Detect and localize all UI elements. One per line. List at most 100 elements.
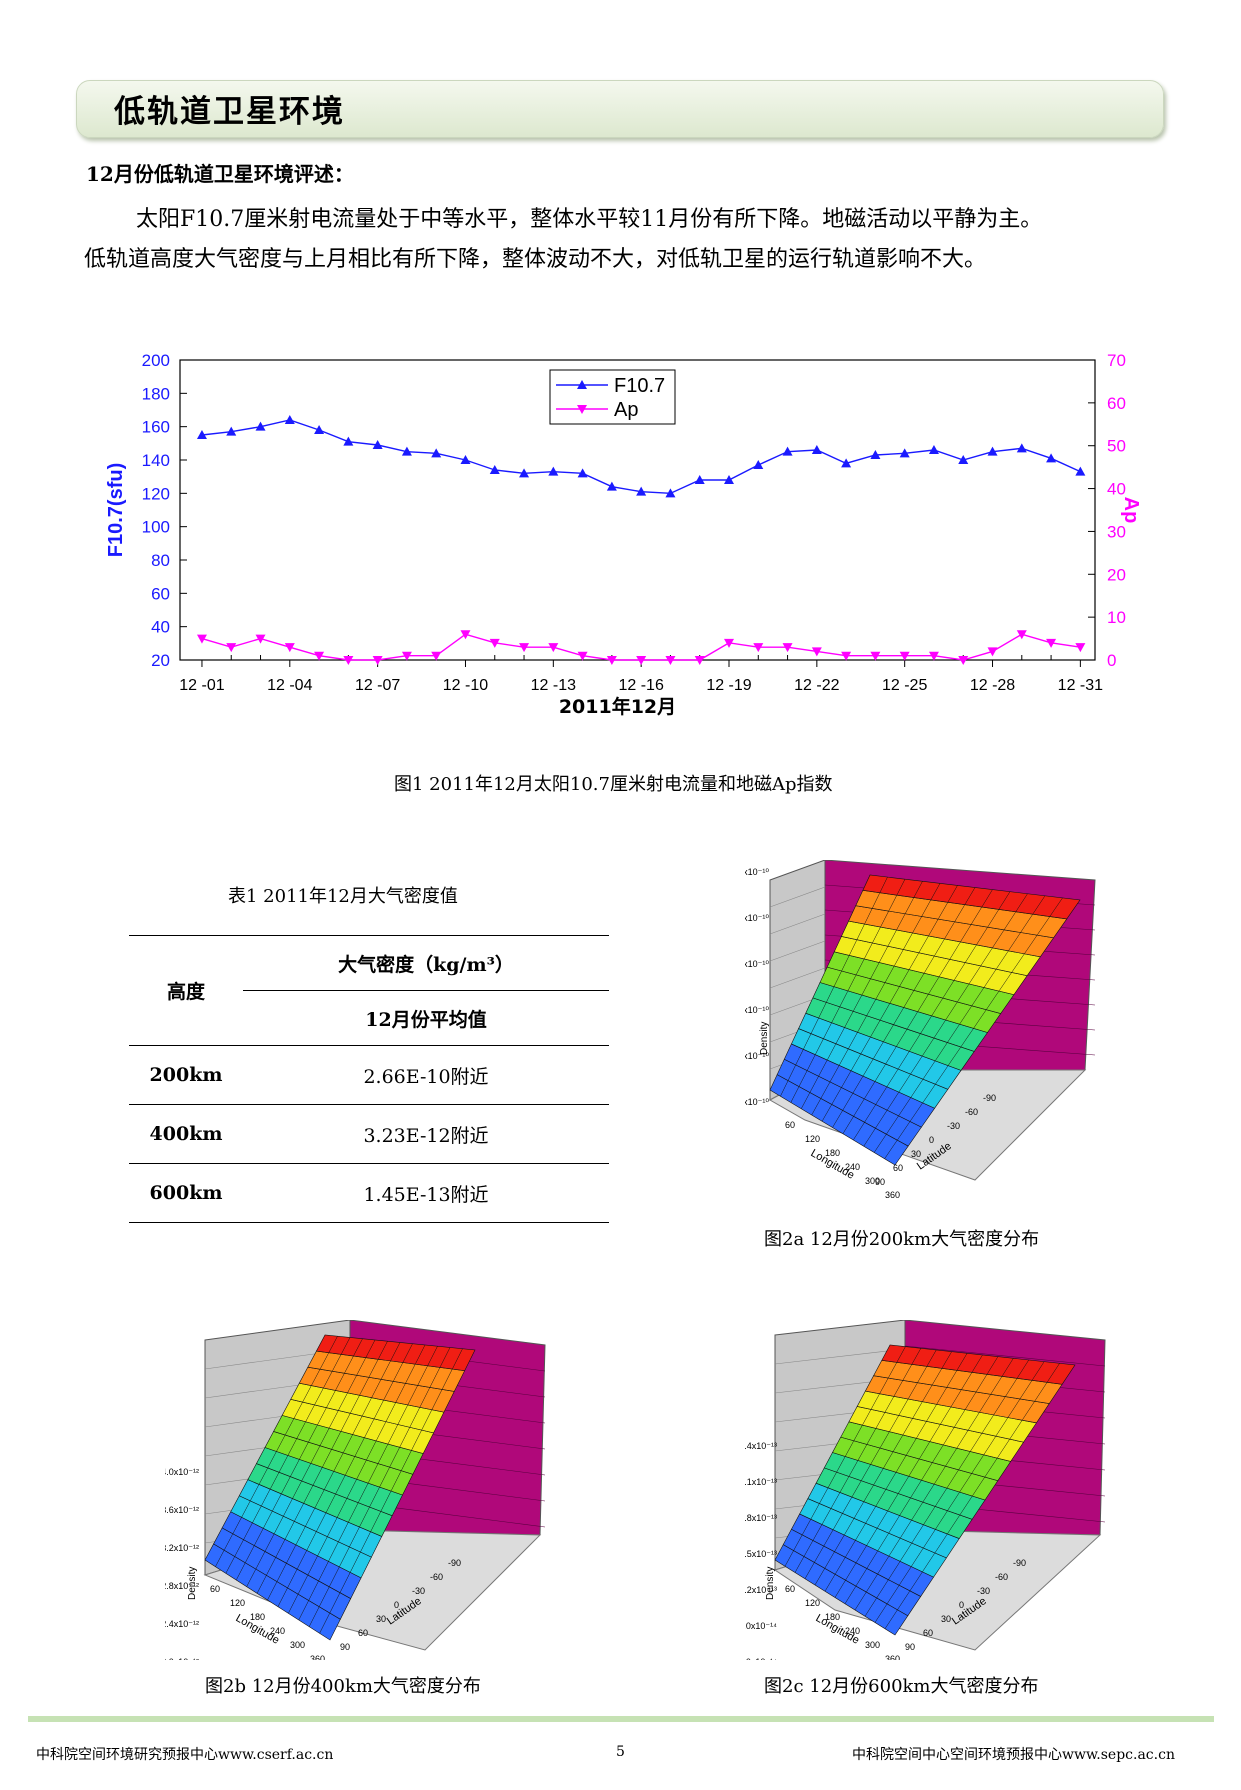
lon-tick-label: 360	[885, 1190, 900, 1200]
col-header-average: 12月份平均值	[365, 1008, 487, 1031]
z-tick-label: 3.2x10⁻¹²	[165, 1543, 199, 1553]
z-axis-label: Density	[759, 1022, 770, 1055]
col-header-altitude: 高度	[166, 981, 205, 1003]
lat-tick-label: 90	[905, 1642, 915, 1652]
z-axis-label: Density	[765, 1567, 776, 1600]
x-tick-label: 12 -04	[267, 677, 312, 694]
table-1-caption: 表1 2011年12月大气密度值	[228, 886, 458, 907]
lat-tick-label: -90	[448, 1558, 461, 1568]
table-cell-density: 1.45E-13附近	[363, 1183, 489, 1206]
wall-grid-line	[769, 967, 826, 989]
lat-tick-label: -60	[965, 1107, 978, 1117]
density-surface-400km: 2.0x10⁻¹² 2.4x10⁻¹² 2.8x10⁻¹² 3.2x10⁻¹² 3.6x…	[165, 1320, 546, 1660]
series-line-f107	[201, 419, 1081, 495]
x-tick-label: 12 -16	[618, 677, 663, 694]
lat-tick-label: 30	[911, 1149, 921, 1159]
wall-grid-line	[769, 913, 826, 935]
y2-tick-label: 30	[1107, 522, 1126, 541]
lat-tick-label: -90	[1013, 1558, 1026, 1568]
data-point	[372, 656, 383, 665]
y2-tick-label: 10	[1107, 608, 1126, 627]
data-point	[1046, 453, 1057, 463]
surface-mesh-line	[288, 1344, 426, 1614]
y2-tick-label: 20	[1107, 565, 1126, 584]
data-point	[753, 460, 764, 469]
y-tick-label: 100	[142, 518, 170, 537]
y-tick-label: 20	[151, 651, 170, 670]
data-point	[577, 468, 588, 478]
table-cell-altitude: 200km	[149, 1064, 223, 1086]
density-surface-200km: 2.4x10⁻¹⁰ 2.5x10⁻¹⁰ 2.6x10⁻¹⁰ 2.7x10⁻¹⁰ 2.8x…	[745, 860, 1096, 1200]
z-tick-label: 2.4x10⁻¹³	[745, 1441, 777, 1451]
figure-2b-caption: 图2b 12月份400km大气密度分布	[205, 1676, 481, 1697]
y-tick-label: 200	[142, 351, 170, 370]
table-cell-altitude: 600km	[149, 1182, 223, 1204]
lat-tick-label: -30	[977, 1586, 990, 1596]
lat-tick-label: 60	[923, 1628, 933, 1638]
surface-mesh-line	[794, 1348, 922, 1573]
data-point	[255, 634, 266, 644]
y2-axis-label: Ap	[1120, 497, 1140, 524]
data-point	[401, 446, 412, 456]
x-tick-label: 12 -28	[970, 677, 1015, 694]
data-point	[343, 436, 354, 446]
y2-tick-label: 60	[1107, 394, 1126, 413]
x-tick-label: 12 -07	[355, 677, 400, 694]
lat-tick-label: 0	[959, 1600, 964, 1610]
data-point	[196, 430, 207, 439]
lat-tick-label: 90	[875, 1177, 885, 1187]
data-point	[460, 455, 471, 464]
surface-mesh-line	[801, 881, 923, 1109]
data-point	[928, 651, 939, 661]
z-tick-label: 2.5x10⁻¹⁰	[745, 1051, 769, 1061]
data-point	[519, 643, 530, 653]
surface-mesh-line	[844, 1356, 999, 1604]
surface-mesh-line	[884, 1363, 1060, 1629]
data-point	[196, 634, 207, 644]
lat-tick-label: -90	[983, 1093, 996, 1103]
legend-marker	[577, 405, 587, 414]
f107-ap-chart: 20 40 60 80 100 120 140 160 180 200 0 10 20 30 40 50 60 7…	[105, 351, 1140, 718]
table-cell-density: 2.66E-10附近	[363, 1065, 489, 1088]
z-tick-label: 2.6x10⁻¹⁰	[745, 1005, 769, 1015]
lat-tick-label: 0	[394, 1600, 399, 1610]
data-point	[724, 475, 734, 484]
section-heading: 12月份低轨道卫星环境评述：	[86, 162, 354, 186]
z-tick-label: 2.9x10⁻¹⁰	[745, 867, 769, 877]
data-point	[694, 475, 705, 484]
paragraph-line-1: 太阳F10.7厘米射电流量处于中等水平，整体水平较11月份有所下降。地磁活动以平…	[136, 207, 1043, 232]
lat-tick-label: -30	[412, 1586, 425, 1596]
surface-mesh-line	[784, 1346, 906, 1567]
lon-tick-label: 180	[825, 1148, 840, 1158]
z-tick-label: 6.0x10⁻¹⁴	[745, 1657, 777, 1660]
lon-tick-label: 60	[785, 1120, 795, 1130]
lon-tick-label: 360	[885, 1654, 900, 1660]
data-point	[489, 638, 500, 648]
data-point	[899, 651, 910, 661]
figure-1-caption: 图1 2011年12月太阳10.7厘米射电流量和地磁Ap指数	[394, 774, 833, 795]
data-point	[899, 448, 910, 458]
lon-tick-label: 300	[865, 1176, 880, 1186]
data-point	[284, 643, 295, 653]
surface-mesh-line	[790, 879, 906, 1103]
lon-tick-label: 120	[805, 1134, 820, 1144]
surface-mesh-line	[864, 1359, 1029, 1617]
lon-tick-label: 240	[845, 1162, 860, 1172]
x-tick-label: 12 -25	[882, 677, 927, 694]
legend-marker	[577, 380, 587, 389]
surface-mesh-line	[225, 1337, 351, 1574]
data-point	[372, 440, 383, 449]
data-point	[1016, 443, 1027, 453]
lon-tick-label: 180	[250, 1612, 265, 1622]
z-tick-label: 1.8x10⁻¹³	[745, 1513, 777, 1523]
data-point	[1016, 630, 1027, 640]
lat-tick-label: 30	[376, 1614, 386, 1624]
z-tick-label: 1.5x10⁻¹³	[745, 1549, 777, 1559]
surface-mesh-line	[863, 893, 1028, 1147]
z-tick-label: 2.4x10⁻¹²	[165, 1619, 199, 1629]
z-tick-label: 1.2x10⁻¹³	[745, 1585, 777, 1595]
data-point	[489, 465, 500, 474]
surface-mesh-line	[811, 883, 941, 1116]
data-point	[314, 651, 325, 661]
figure-2c-caption: 图2c 12月份600km大气密度分布	[764, 1676, 1039, 1697]
